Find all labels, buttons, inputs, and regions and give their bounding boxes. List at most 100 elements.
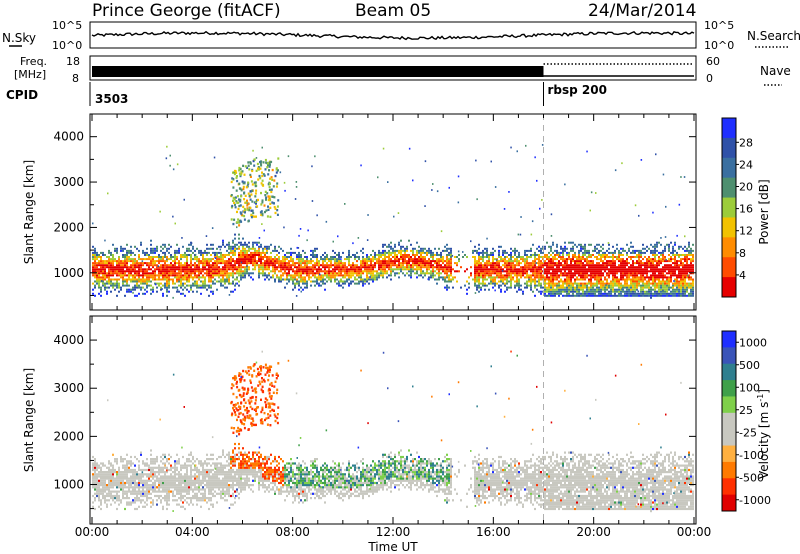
power-cell (670, 278, 672, 281)
power-cell (372, 268, 374, 271)
power-cell (554, 294, 556, 297)
power-cell (146, 264, 148, 267)
power-cell (618, 258, 620, 261)
power-cell (178, 278, 180, 281)
power-cell (408, 264, 410, 267)
power-cell (664, 280, 666, 283)
power-cell (654, 258, 656, 261)
power-scatter (92, 144, 694, 299)
power-cell (640, 278, 642, 281)
power-cell (378, 272, 380, 275)
power-cell (394, 260, 396, 263)
power-cell (190, 268, 192, 271)
power-cell (420, 268, 422, 271)
power-cell (246, 256, 248, 258)
power-cell (354, 276, 356, 279)
power-cell (374, 262, 376, 265)
power-cell (510, 276, 512, 279)
power-cell (186, 256, 188, 258)
power-cell (120, 270, 122, 273)
power-cell (282, 264, 284, 267)
power-cell (420, 247, 422, 250)
power-cell (384, 262, 386, 265)
power-cell (234, 272, 236, 275)
power-cell (104, 264, 106, 267)
power-cell (484, 251, 486, 254)
power-cell (564, 294, 566, 297)
power-cell (568, 264, 570, 267)
power-cell (524, 260, 526, 263)
power-cell (412, 266, 414, 269)
power-cell (264, 190, 267, 193)
power-cell (450, 264, 452, 267)
power-cell (388, 264, 390, 267)
power-cell (340, 264, 342, 267)
power-cell (652, 282, 654, 285)
power-cell (128, 251, 130, 254)
power-cell (312, 260, 314, 263)
power-cell (106, 290, 108, 293)
power-cell (290, 264, 292, 267)
power-cell (196, 282, 198, 285)
freq-panel: Freq. [MHz] 18 8 60 0 Nave (14, 55, 791, 86)
power-cell (338, 282, 340, 285)
power-cell (642, 284, 644, 287)
power-cell (628, 286, 630, 289)
power-cell (542, 251, 544, 254)
power-cell (448, 276, 450, 279)
power-cell (594, 270, 596, 273)
power-cell (384, 260, 386, 263)
power-cell (210, 280, 212, 283)
power-cell (680, 288, 682, 291)
power-cell (650, 258, 652, 261)
power-cell (422, 260, 424, 263)
power-cell (318, 272, 320, 275)
power-cell (526, 258, 528, 261)
power-cell (100, 280, 103, 282)
power-cell (626, 272, 628, 275)
power-cell (630, 270, 632, 273)
power-cell (546, 272, 548, 275)
power-cell (96, 268, 98, 271)
power-cell (612, 245, 614, 248)
power-cell (660, 243, 662, 246)
power-cell (162, 270, 164, 273)
power-cell (370, 278, 372, 281)
power-cell (684, 278, 686, 281)
power-cell (372, 249, 374, 252)
power-cell (688, 268, 690, 271)
power-cell (494, 278, 496, 281)
power-cell (688, 276, 690, 279)
power-cell (568, 268, 570, 271)
power-cell (372, 264, 374, 267)
power-cell (658, 272, 660, 275)
power-cell (642, 251, 644, 254)
power-cell (230, 282, 232, 285)
power-cell (324, 282, 326, 285)
power-cell (236, 270, 238, 273)
power-cell (250, 258, 252, 261)
power-cell (576, 256, 578, 258)
power-cell (155, 283, 157, 286)
power-cell (400, 251, 402, 254)
power-cell (674, 282, 676, 285)
power-cell (328, 264, 330, 267)
power-cell (364, 280, 366, 283)
power-cell (626, 254, 628, 256)
power-cell (382, 249, 384, 252)
power-cell (480, 282, 482, 285)
power-cell (428, 260, 430, 263)
power-cell (306, 260, 308, 263)
power-cell (288, 262, 290, 265)
power-cell (186, 266, 188, 269)
power-cell (106, 262, 108, 265)
power-cell (200, 270, 202, 273)
power-cell (416, 268, 418, 271)
power-cell (640, 284, 642, 287)
power-cell (136, 284, 138, 287)
power-cell (344, 264, 346, 267)
power-cell (604, 294, 606, 297)
power-cell (286, 251, 288, 254)
power-cell (322, 264, 324, 267)
power-cell (122, 272, 124, 275)
